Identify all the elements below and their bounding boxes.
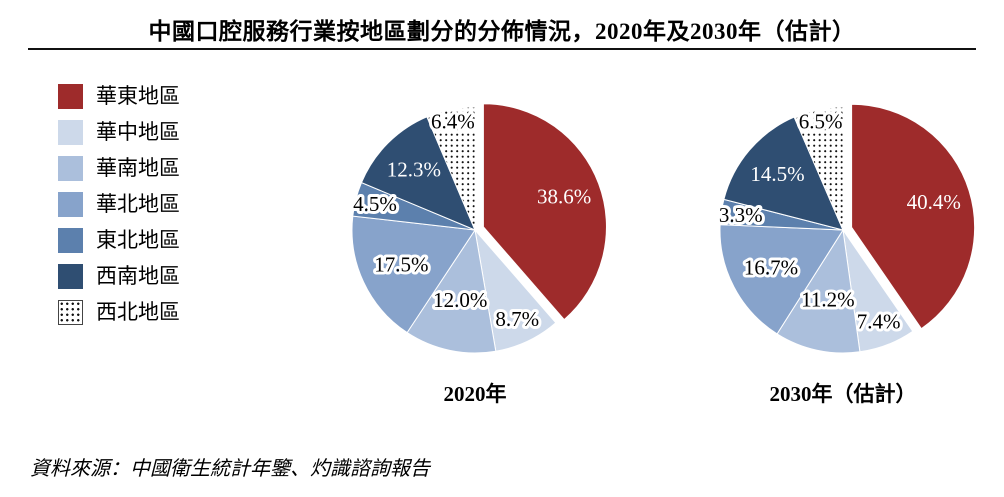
slice-label: 3.3% [719,203,763,227]
pie-slice [482,103,607,321]
legend-label: 華中地區 [96,120,180,144]
pie-slice [851,103,976,330]
pie-slice [723,116,844,231]
legend-swatch [58,228,83,253]
slice-label: 7.4% [857,310,901,334]
slice-label: 38.6% [537,185,591,209]
slice-label: 12.3% [387,157,441,181]
slice-label: 6.5% [799,110,843,134]
legend-swatch [58,156,83,181]
pie-slice [351,215,476,334]
source-note: 資料來源：中國衛生統計年鑒、灼識諮詢報告 [30,458,430,480]
legend-item: 東北地區 [58,228,180,253]
slice-label: 40.4% [907,190,961,214]
legend-swatch [58,192,83,217]
chart-legend: 華東地區 華中地區 華南地區 華北地區 東北地區 西南地區 西北地區 [58,84,180,325]
pie-slice [426,106,476,231]
pie-slice [776,228,861,354]
slice-label: 12.0% [433,288,487,312]
legend-item: 華東地區 [58,84,180,109]
slice-label: 17.5% [374,252,428,276]
slice-label: 4.5% [353,192,397,216]
pie-slice [719,224,844,335]
slice-label: 14.5% [750,162,804,186]
slice-label: 6.4% [431,110,475,134]
pie-caption-2030: 2030年（估計） [769,382,917,406]
pie-chart-2020: 38.6% 8.7% 12.0% 17.5% 4.5% 12.3% 6.4% [340,78,610,378]
legend-item: 華南地區 [58,156,180,181]
pie-chart-2030: 40.4% 7.4% 11.2% 16.7% 3.3% 14.5% 6.5% [708,78,978,378]
legend-swatch [58,264,83,289]
pie-svg: 38.6% 8.7% 12.0%17.5% 4.5% 12.3% 6.4% [350,103,607,354]
slice-label: 11.2% [801,288,854,312]
legend-swatch [58,84,83,109]
legend-label: 東北地區 [96,228,180,252]
legend-item: 西南地區 [58,264,180,289]
legend-item: 華北地區 [58,192,180,217]
slice-label: 8.7% [495,307,539,331]
pie-svg: 40.4% 7.4%11.2%16.7% 3.3% 14.5% 6.5% [716,103,976,354]
legend-label: 華東地區 [96,84,180,108]
pie-slice [793,106,844,231]
legend-label: 西北地區 [96,300,180,324]
pie-caption-2020: 2020年 [443,382,507,406]
legend-label: 西南地區 [96,264,180,288]
legend-swatch [58,300,83,325]
legend-item: 西北地區 [58,300,180,325]
pie-slice [360,116,476,231]
title-divider [28,48,976,50]
pie-slice [406,228,497,354]
slice-label: 16.7% [744,256,798,280]
legend-label: 華北地區 [96,192,180,216]
legend-item: 華中地區 [58,120,180,145]
legend-swatch [58,120,83,145]
legend-label: 華南地區 [96,156,180,180]
chart-title: 中國口腔服務行業按地區劃分的分佈情況，2020年及2030年（估計） [148,19,856,44]
